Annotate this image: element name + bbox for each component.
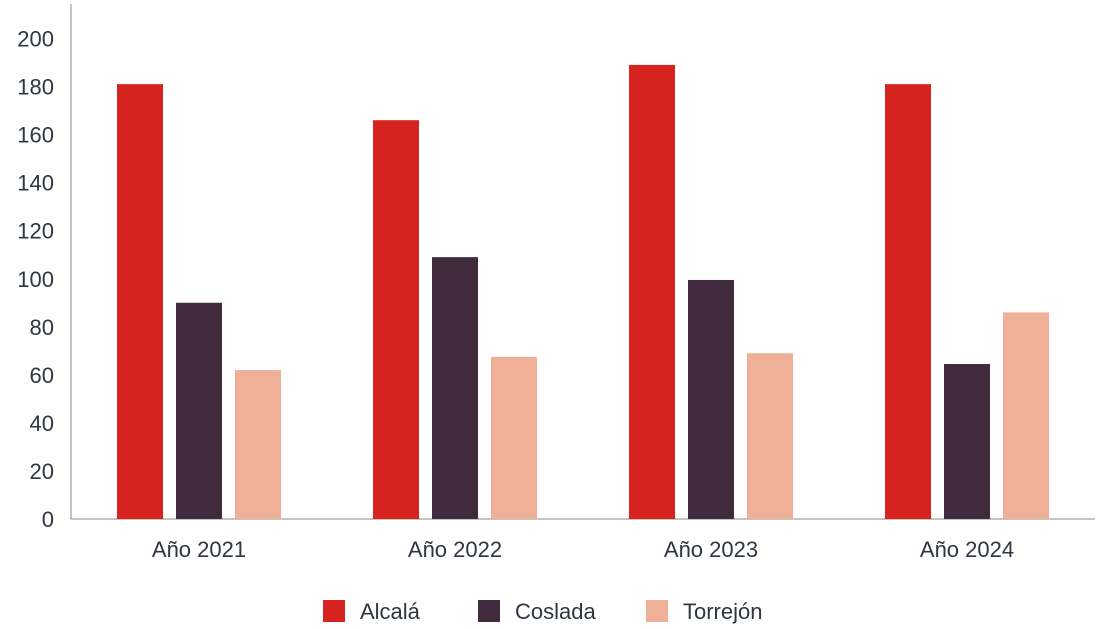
x-axis-ticks: Año 2021 Año 2022 Año 2023 Año 2024	[152, 537, 1014, 562]
legend-label: Coslada	[515, 599, 596, 624]
x-tick-label: Año 2024	[920, 537, 1014, 562]
chart-legend: Alcalá Coslada Torrejón	[323, 599, 762, 624]
legend-label: Alcalá	[360, 599, 421, 624]
legend-label: Torrejón	[683, 599, 762, 624]
chart-axes	[70, 4, 1095, 520]
bar-torrejon-1	[235, 370, 281, 519]
y-tick-label: 160	[17, 123, 54, 148]
y-tick-label: 180	[17, 75, 54, 100]
bar-alcala-4	[885, 84, 931, 520]
legend-swatch	[323, 600, 345, 622]
y-tick-label: 100	[17, 267, 54, 292]
y-tick-label: 0	[42, 507, 54, 532]
bar-coslada-2	[432, 257, 478, 519]
y-tick-label: 40	[30, 411, 54, 436]
bar-coslada-3	[688, 279, 734, 519]
y-axis-ticks: 0 20 40 60 80 100 120 140 160 180 200	[17, 27, 54, 533]
legend-swatch	[646, 600, 668, 622]
bar-alcala-3	[629, 64, 675, 520]
y-tick-label: 80	[30, 315, 54, 340]
bar-torrejon-4	[1003, 312, 1049, 519]
bar-alcala-2	[373, 120, 419, 519]
bar-coslada-1	[176, 302, 222, 519]
chart-bars	[117, 64, 1049, 520]
x-tick-label: Año 2023	[664, 537, 758, 562]
y-tick-label: 60	[30, 363, 54, 388]
legend-swatch	[478, 600, 500, 622]
bar-alcala-1	[117, 84, 163, 520]
bar-torrejon-3	[747, 353, 793, 519]
y-tick-label: 120	[17, 219, 54, 244]
y-tick-label: 20	[30, 459, 54, 484]
bar-coslada-4	[944, 364, 990, 519]
y-tick-label: 200	[17, 27, 54, 52]
x-tick-label: Año 2022	[408, 537, 502, 562]
bar-torrejon-2	[491, 356, 537, 519]
x-tick-label: Año 2021	[152, 537, 246, 562]
y-tick-label: 140	[17, 171, 54, 196]
